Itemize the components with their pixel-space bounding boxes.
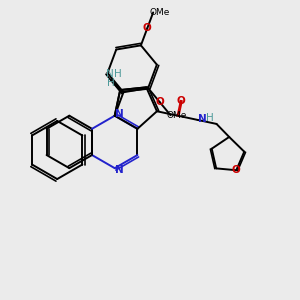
Text: H: H xyxy=(206,113,214,123)
Text: O: O xyxy=(177,96,185,106)
Text: N: N xyxy=(115,165,124,175)
Text: O: O xyxy=(232,165,241,175)
Text: O: O xyxy=(143,23,152,33)
Text: O: O xyxy=(155,97,164,107)
Text: N: N xyxy=(115,109,124,119)
Text: H: H xyxy=(106,78,114,88)
Text: N: N xyxy=(106,69,114,79)
Text: H: H xyxy=(114,69,122,79)
Text: N: N xyxy=(198,114,207,124)
Text: OMe: OMe xyxy=(167,111,187,120)
Text: OMe: OMe xyxy=(149,8,169,17)
